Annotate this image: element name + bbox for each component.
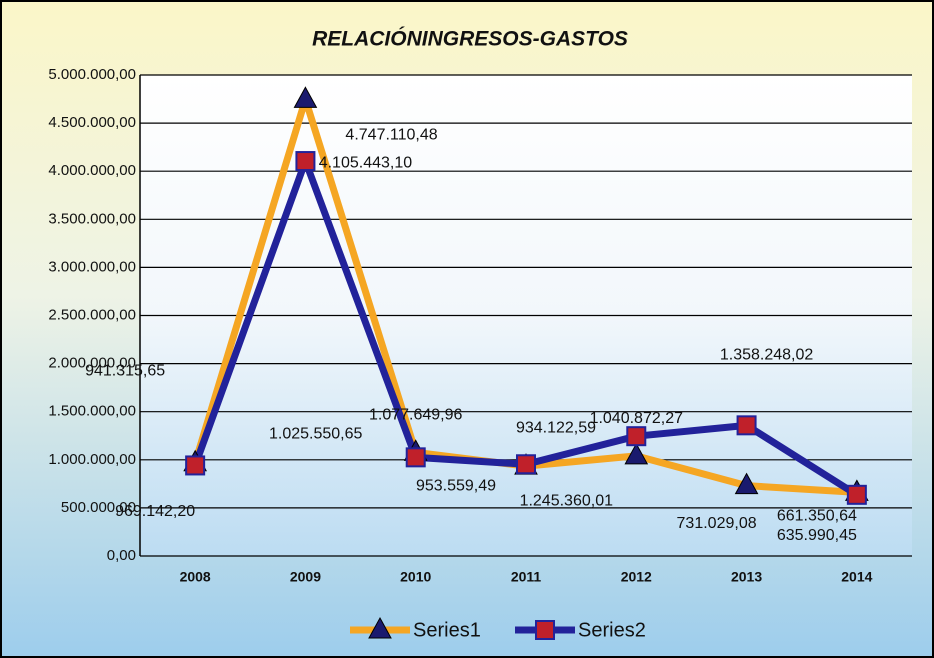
data-label: 661.350,64 [777,508,857,525]
data-label: 969.142,20 [115,503,195,520]
y-tick-label: 3.000.000,00 [48,258,136,275]
marker [624,442,649,465]
marker [405,447,426,468]
x-tick-label: 2014 [841,569,872,585]
x-tick-label: 2009 [290,569,321,585]
marker [626,426,647,447]
data-label: 1.358.248,02 [720,347,814,364]
marker [516,454,536,475]
data-label: 1.245.360,01 [520,492,614,509]
y-tick-label: 2.500.000,00 [48,306,136,323]
y-tick-label: 3.500.000,00 [48,210,136,227]
chart-title: RELACIÓNINGRESOS-GASTOS [312,27,628,51]
marker [846,484,867,505]
marker [535,620,555,640]
data-label: 1.025.550,65 [269,426,363,443]
y-tick-label: 500.000,00 [61,499,136,516]
x-tick-label: 2010 [400,569,431,585]
data-label: 731.029,08 [677,515,757,532]
data-label: 4.747.110,48 [345,127,437,144]
legend-label: Series2 [578,619,646,641]
data-label: 1.040.872,27 [590,410,684,427]
y-tick-label: 0,00 [107,547,136,564]
y-tick-label: 5.000.000,00 [48,66,136,83]
data-label: 941.315,65 [85,363,165,380]
marker [293,86,318,108]
marker [368,616,392,639]
y-tick-label: 1.000.000,00 [48,451,136,468]
legend-label: Series1 [413,619,481,641]
marker [734,472,759,495]
data-label: 1.077.649,96 [369,407,463,424]
y-tick-label: 2.000.000,00 [48,355,136,372]
x-tick-label: 2013 [731,569,762,585]
x-tick-label: 2012 [621,569,652,585]
data-label: 934.122,59 [516,419,596,436]
x-tick-label: 2008 [180,569,211,585]
marker [736,415,757,436]
y-tick-label: 4.500.000,00 [48,114,136,131]
y-tick-label: 1.500.000,00 [48,403,136,420]
marker [295,151,316,172]
data-label: 4.105.443,10 [319,154,413,171]
marker [185,455,206,476]
data-label: 953.559,49 [416,477,496,494]
data-label: 635.990,45 [777,527,857,544]
y-tick-label: 4.000.000,00 [48,162,136,179]
x-tick-label: 2011 [511,569,542,585]
